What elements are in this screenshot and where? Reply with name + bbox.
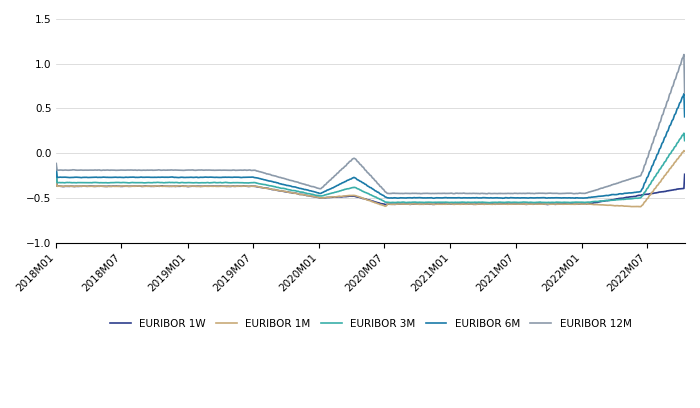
Line: EURIBOR 6M: EURIBOR 6M (56, 94, 685, 198)
Line: EURIBOR 1M: EURIBOR 1M (56, 151, 685, 207)
Legend: EURIBOR 1W, EURIBOR 1M, EURIBOR 3M, EURIBOR 6M, EURIBOR 12M: EURIBOR 1W, EURIBOR 1M, EURIBOR 3M, EURI… (106, 315, 636, 333)
Line: EURIBOR 1W: EURIBOR 1W (56, 173, 685, 204)
Line: EURIBOR 12M: EURIBOR 12M (56, 55, 685, 194)
Line: EURIBOR 3M: EURIBOR 3M (56, 133, 685, 203)
